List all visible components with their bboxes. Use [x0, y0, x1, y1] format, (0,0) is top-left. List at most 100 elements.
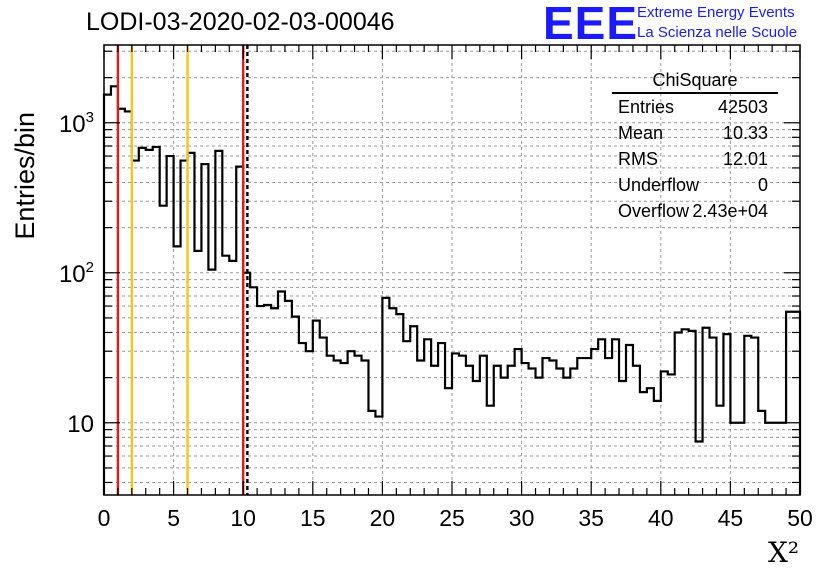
stats-key: Mean [618, 123, 664, 143]
stats-value: 2.43e+04 [692, 201, 768, 221]
stats-key: Entries [618, 97, 675, 117]
histogram-bin [570, 369, 577, 495]
histogram-bin [292, 317, 299, 495]
histogram-bin [591, 349, 598, 495]
histogram-bin [605, 358, 612, 495]
histogram-bin [744, 336, 751, 495]
histogram-bin [417, 361, 424, 495]
histogram-bin [556, 369, 563, 495]
x-tick-label: 40 [648, 505, 674, 531]
histogram-bin [264, 305, 271, 495]
histogram-bin [327, 356, 334, 495]
histogram-bin [508, 366, 515, 495]
histogram-bin [306, 351, 313, 495]
histogram-bin [104, 95, 111, 495]
histogram-bin [626, 345, 633, 495]
histogram-bin [730, 423, 737, 495]
histogram-bin [619, 381, 626, 495]
histogram-bin [737, 423, 744, 495]
histogram-bin [424, 339, 431, 495]
histogram-bin [410, 326, 417, 495]
y-tick-label: 102 [59, 259, 94, 288]
histogram-bin [285, 301, 292, 495]
histogram-bin [772, 423, 779, 495]
histogram-bin [452, 353, 459, 495]
histogram-bin [389, 308, 396, 495]
histogram-bin [299, 343, 306, 495]
histogram-bin [542, 358, 549, 495]
histogram-bin [577, 358, 584, 495]
histogram-bin [494, 366, 501, 495]
histogram-bin [438, 343, 445, 495]
histogram-bin [563, 378, 570, 495]
x-tick-label: 0 [98, 505, 111, 531]
histogram-series-line [102, 85, 802, 495]
histogram-bin [139, 148, 146, 495]
histogram-bin [723, 334, 730, 495]
histogram-bin [529, 369, 536, 495]
stats-value: 12.01 [722, 149, 768, 169]
x-tick-label: 35 [578, 505, 604, 531]
stats-value: 0 [757, 175, 768, 195]
stats-row-underflow: Underflow 0 [612, 172, 778, 198]
histogram-bin [208, 270, 215, 495]
histogram-bin [334, 361, 341, 495]
histogram-bin [271, 308, 278, 495]
histogram-bin [215, 151, 222, 495]
histogram-bin [786, 312, 793, 495]
histogram-bin [222, 256, 229, 495]
x-tick-label: 25 [439, 505, 465, 531]
stats-value: 42503 [717, 97, 768, 117]
histogram-bin [751, 338, 758, 495]
histogram-bin [153, 147, 160, 495]
y-axis-label: Entries/bin [10, 112, 40, 240]
histogram-bin [466, 366, 473, 495]
histogram-bin [368, 411, 375, 495]
y-tick-label: 103 [59, 109, 94, 138]
logo-line-2: La Scienza nelle Scuole [637, 24, 798, 41]
histogram-bin [765, 423, 772, 495]
stats-key: RMS [618, 149, 658, 169]
histogram-bin [515, 349, 522, 495]
histogram-bin [146, 150, 153, 495]
histogram-bin [522, 363, 529, 495]
histogram-bin [382, 298, 389, 495]
histogram-bin [758, 411, 765, 495]
histogram-bin [320, 338, 327, 495]
histogram-bin [355, 356, 362, 495]
stats-key: Underflow [618, 175, 700, 195]
histogram-bin [536, 378, 543, 495]
histogram-bin [682, 329, 689, 495]
histogram-bin [250, 287, 257, 495]
logo-line-1: Extreme Energy Events [637, 4, 795, 21]
histogram-bin [194, 251, 201, 495]
histogram-bin [501, 378, 508, 495]
histogram-bin [459, 356, 466, 495]
histogram-bin [445, 388, 452, 495]
histogram-bin [341, 363, 348, 495]
histogram-bin [633, 366, 640, 495]
stats-row-overflow: Overflow 2.43e+04 [612, 198, 778, 224]
histogram-bin [696, 442, 703, 495]
x-tick-label: 50 [787, 505, 813, 531]
histogram-bin [313, 321, 320, 495]
stats-value: 10.33 [722, 123, 768, 143]
histogram-bin [348, 351, 355, 495]
histogram-bin [661, 371, 668, 495]
stats-row-mean: Mean 10.33 [612, 120, 778, 146]
stats-box: ChiSquare Entries 42503 Mean 10.33 RMS 1… [612, 69, 778, 224]
histogram-bin [167, 156, 174, 495]
histogram-bin [473, 381, 480, 495]
histogram-bin [403, 341, 410, 495]
histogram-bin [201, 164, 208, 495]
histogram-bin [689, 331, 696, 495]
histogram-bin [598, 339, 605, 495]
histogram-bin [654, 401, 661, 495]
x-tick-label: 20 [370, 505, 396, 531]
stats-key: Overflow [618, 201, 690, 221]
stats-title: ChiSquare [612, 69, 778, 94]
x-tick-label: 45 [718, 505, 744, 531]
x-tick-label: 30 [509, 505, 535, 531]
histogram-bin [668, 374, 675, 495]
histogram-bin [647, 388, 654, 495]
